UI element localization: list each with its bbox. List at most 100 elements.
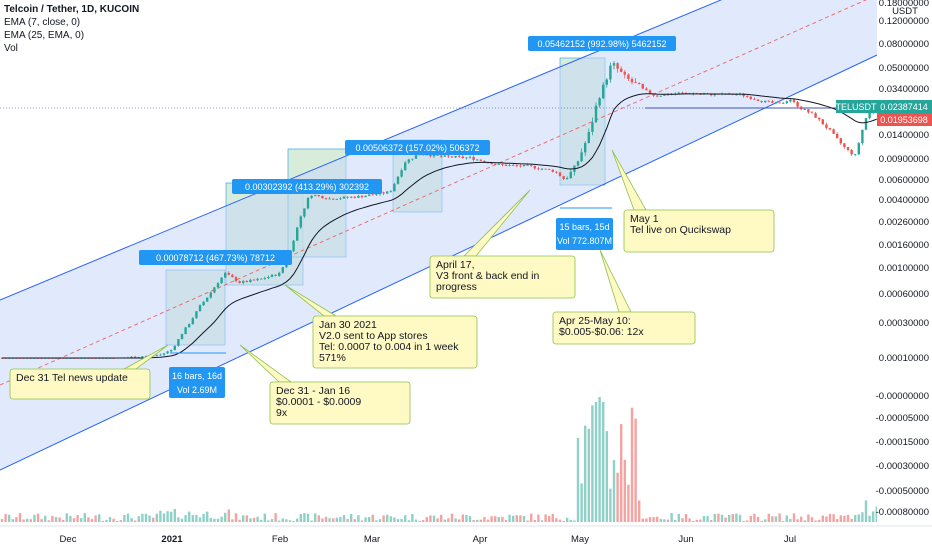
candle-body[interactable] [180, 334, 184, 340]
candle-body[interactable] [137, 357, 140, 358]
candle-body[interactable] [195, 311, 198, 319]
candle-body[interactable] [828, 127, 832, 130]
ema25-label[interactable]: EMA (25, EMA, 0) [4, 30, 85, 41]
candle-body[interactable] [800, 106, 803, 110]
candle-body[interactable] [857, 143, 860, 155]
candle-body[interactable] [789, 99, 792, 102]
candle-body[interactable] [533, 165, 536, 169]
last-price-tag[interactable]: TELUSDT 0.02387414 [835, 100, 932, 113]
candle-body[interactable] [778, 102, 781, 104]
candle-body[interactable] [224, 272, 227, 278]
symbol-title[interactable]: Telcoin / Tether, 1D, KUCOIN [4, 4, 140, 15]
candle-body[interactable] [382, 192, 385, 194]
candle-body[interactable] [756, 99, 760, 102]
candle-body[interactable] [659, 95, 662, 97]
candle-body[interactable] [584, 143, 587, 153]
range-info-box[interactable]: 16 bars, 16d Vol 2.69M [169, 367, 225, 398]
candle-body[interactable] [566, 178, 569, 180]
candle-body[interactable] [868, 112, 871, 119]
candle-body[interactable] [825, 124, 828, 128]
candle-body[interactable] [296, 227, 299, 241]
candle-body[interactable] [332, 198, 335, 200]
candle-body[interactable] [580, 152, 583, 162]
candle-body[interactable] [501, 163, 504, 165]
candle-body[interactable] [339, 198, 342, 200]
candle-body[interactable] [141, 356, 144, 358]
candle-body[interactable] [602, 84, 605, 99]
candle-body[interactable] [404, 162, 407, 171]
candle-body[interactable] [468, 156, 472, 158]
candle-body[interactable] [144, 355, 148, 357]
candle-body[interactable] [411, 158, 414, 160]
candle-body[interactable] [587, 131, 590, 144]
candle-body[interactable] [429, 155, 432, 157]
candle-body[interactable] [785, 101, 788, 104]
callout-note[interactable]: Dec 31 Tel news update [9, 344, 169, 400]
candle-body[interactable] [335, 199, 338, 201]
candle-body[interactable] [641, 83, 644, 89]
candle-body[interactable] [854, 154, 857, 156]
candle-body[interactable] [774, 102, 778, 104]
candle-body[interactable] [317, 195, 320, 196]
candle-body[interactable] [245, 281, 248, 283]
candle-body[interactable] [342, 196, 346, 199]
candle-body[interactable] [512, 165, 515, 166]
candle-body[interactable] [713, 93, 716, 96]
candle-body[interactable] [522, 164, 526, 167]
candle-body[interactable] [321, 195, 324, 199]
candle-body[interactable] [803, 109, 806, 110]
candle-body[interactable] [818, 117, 821, 120]
candle-body[interactable] [213, 287, 216, 293]
candle-body[interactable] [634, 82, 637, 84]
candle-body[interactable] [130, 356, 133, 358]
candle-body[interactable] [177, 339, 180, 346]
candle-body[interactable] [270, 274, 274, 277]
candle-body[interactable] [569, 171, 572, 179]
measurement-label[interactable]: 0.00506372 (157.02%) 506372 [345, 140, 490, 155]
candle-body[interactable] [656, 95, 659, 97]
candle-body[interactable] [220, 277, 223, 284]
candle-body[interactable] [314, 195, 317, 196]
candle-body[interactable] [767, 100, 770, 102]
candle-body[interactable] [299, 216, 302, 228]
candle-body[interactable] [576, 161, 580, 166]
measurement-label[interactable]: 0.05462152 (992.98%) 5462152 [528, 36, 676, 51]
candle-body[interactable] [483, 160, 486, 163]
channel-upper-line[interactable] [0, 0, 877, 301]
candle-body[interactable] [760, 101, 763, 103]
candle-body[interactable] [202, 301, 205, 306]
candle-body[interactable] [249, 279, 252, 283]
candle-body[interactable] [263, 278, 266, 280]
candle-body[interactable] [645, 88, 648, 91]
candle-body[interactable] [796, 101, 799, 107]
candle-body[interactable] [310, 195, 313, 199]
candle-body[interactable] [666, 94, 670, 96]
candle-body[interactable] [530, 165, 533, 166]
volume-label[interactable]: Vol [4, 43, 18, 54]
candle-body[interactable] [735, 94, 738, 96]
candle-body[interactable] [504, 164, 508, 167]
ema-price-tag[interactable]: 0.01953698 [877, 113, 932, 126]
candle-body[interactable] [537, 168, 540, 170]
candle-body[interactable] [609, 65, 612, 80]
candle-body[interactable] [620, 68, 623, 72]
candle-body[interactable] [771, 101, 774, 103]
candle-body[interactable] [206, 297, 209, 302]
candle-body[interactable] [627, 74, 630, 79]
ema7-label[interactable]: EMA (7, close, 0) [4, 17, 81, 28]
candle-body[interactable] [630, 78, 634, 83]
candle-body[interactable] [605, 79, 608, 85]
candle-body[interactable] [360, 195, 364, 198]
candle-body[interactable] [368, 194, 371, 196]
candle-body[interactable] [864, 118, 868, 130]
candle-body[interactable] [591, 122, 594, 132]
candle-body[interactable] [821, 119, 824, 125]
candle-body[interactable] [166, 351, 169, 354]
candle-body[interactable] [328, 198, 331, 200]
candle-body[interactable] [684, 92, 688, 94]
candle-body[interactable] [652, 93, 655, 96]
candle-body[interactable] [494, 164, 497, 165]
candle-body[interactable] [386, 191, 389, 194]
candle-body[interactable] [681, 92, 684, 94]
